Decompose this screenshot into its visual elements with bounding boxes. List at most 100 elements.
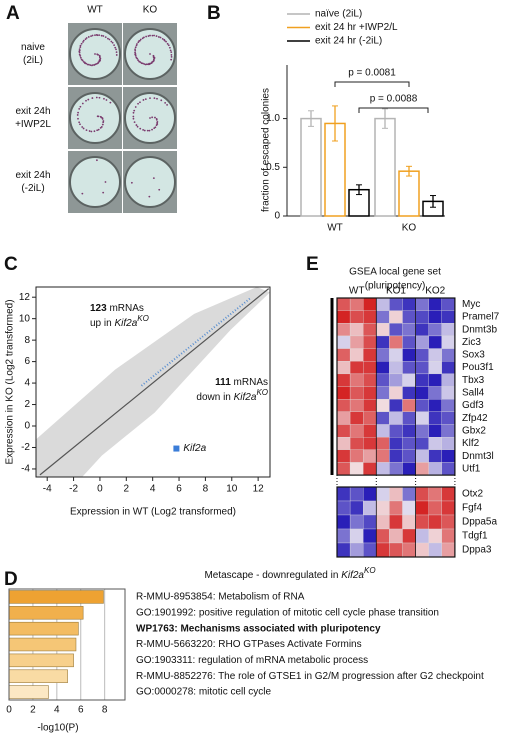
heatmap-cell [336,386,351,400]
heatmap-cell [376,361,390,375]
heatmap-cell [376,297,390,311]
heatmap-cell [428,348,442,362]
colony [151,61,154,63]
colony [137,41,140,44]
chart-title: Metascape - downregulated in Kif2aKO [204,566,375,581]
x-tick-label: WT [327,223,343,234]
row-label: (-2iL) [21,183,44,194]
colony [85,62,88,65]
heatmap-cell [441,348,456,362]
colony [78,107,81,110]
colony [78,121,81,124]
heatmap-cell [415,500,429,516]
colony [160,99,163,102]
heatmap-cell [349,462,364,476]
colony [153,34,156,37]
x-tick-label: 6 [176,484,182,495]
heatmap-cell [376,386,390,400]
heatmap-cell [441,486,456,502]
heatmap-cell [363,449,377,463]
colony [166,103,168,106]
heatmap-cell [376,462,390,476]
colony [90,130,93,133]
y-tick-label: 1.0 [266,113,280,124]
heatmap-cell [428,514,442,530]
colony [87,98,90,101]
colony [111,41,114,44]
heatmap-cell [441,514,456,530]
colony [152,177,155,180]
colony [98,56,101,59]
panel-label: E [306,254,319,275]
colony [79,44,82,47]
heatmap-cell [349,361,364,375]
row-label: Gbx2 [462,425,486,436]
colony [139,38,142,41]
colony [101,118,104,120]
colony [78,49,81,52]
colony [79,55,82,57]
panel-label: B [207,3,221,24]
heatmap-cell [402,542,416,558]
x-tick-label: 4 [54,705,60,716]
heatmap-cell [336,449,351,463]
heatmap-cell [376,436,390,450]
heatmap-cell [363,486,377,502]
heatmap-cell [415,297,429,311]
heatmap-cell [376,399,390,413]
colony [97,61,100,64]
heatmap-cell [363,514,377,530]
x-tick-label: KO [402,223,417,234]
colony [147,35,150,37]
colony [132,115,135,118]
heatmap-cell [402,486,416,502]
x-tick-label: 0 [97,484,103,495]
colony [115,54,118,56]
colony [76,114,79,116]
colony [109,101,112,104]
bar [8,621,79,636]
colony [139,61,142,64]
colony [96,159,98,162]
heatmap-cell [402,386,416,400]
heatmap-cell [389,348,403,362]
heatmap-cell [389,323,403,337]
colony [143,63,146,65]
heatmap-cell [376,348,390,362]
colony [98,34,101,37]
y-tick-label: 2 [24,399,30,410]
y-tick-label: 8 [24,335,30,346]
heatmap-cell [441,436,456,450]
heatmap-cell [363,411,377,425]
heatmap-cell [415,323,429,337]
heatmap-cell [428,411,442,425]
row-label: Dppa3 [462,545,492,556]
heatmap-cell [415,386,429,400]
heatmap-cell [349,542,364,558]
colony [156,122,158,124]
significance-bracket [358,107,429,113]
colony [135,44,138,47]
colony [164,101,167,104]
heatmap-cell [415,528,429,544]
heatmap-cell [336,297,351,311]
colony [146,129,149,132]
legend-label: exit 24 hr +IWP2/L [315,22,398,33]
text-part: 123 [90,303,107,314]
heatmap-cell [415,373,429,387]
bar [398,170,420,217]
heatmap-cell [336,310,351,324]
bar [8,653,74,668]
heatmap-cell [428,361,442,375]
column-label: WT [87,5,103,16]
heatmap-cell [376,335,390,349]
row-label: Sox3 [462,350,485,361]
text-part: KO [256,388,268,397]
bar [8,685,49,699]
row-label: Myc [462,299,480,310]
colony [77,111,79,114]
p-value: p = 0.0088 [370,94,418,105]
heatmap-cell [441,386,456,400]
heatmap-cell [428,310,442,324]
colony [167,44,170,47]
